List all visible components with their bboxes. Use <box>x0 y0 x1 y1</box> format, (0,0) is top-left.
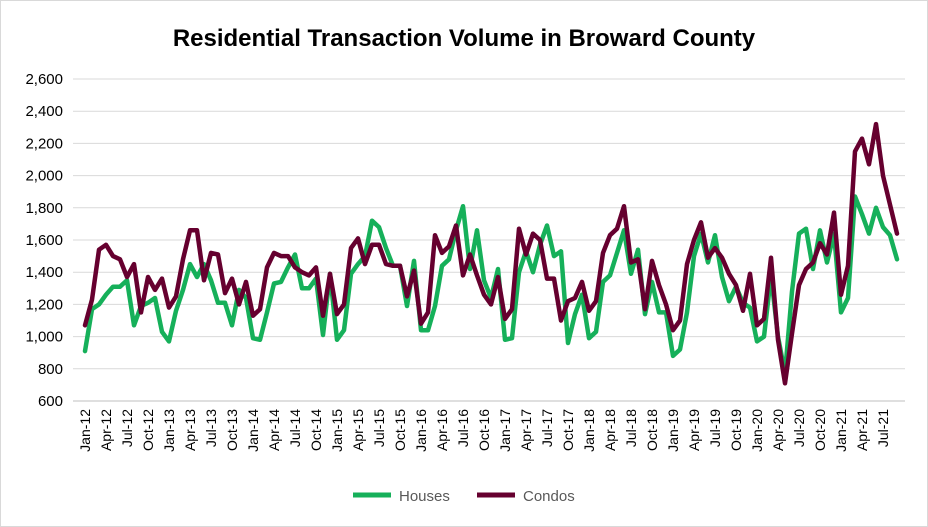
y-tick-label: 1,200 <box>25 296 63 313</box>
x-tick-label: Oct-14 <box>308 409 324 451</box>
gridlines <box>73 78 905 402</box>
legend-condos-label: Condos <box>523 488 575 505</box>
x-tick-label: Jan-18 <box>581 409 597 452</box>
chart-title: Residential Transaction Volume in Browar… <box>173 25 756 52</box>
x-tick-label: Jan-16 <box>413 409 429 452</box>
y-tick-label: 2,000 <box>25 168 63 185</box>
x-tick-label: Oct-12 <box>140 409 156 451</box>
series-lines <box>82 121 900 386</box>
x-tick-label: Oct-19 <box>728 409 744 451</box>
x-tick-label: Jan-13 <box>161 409 177 452</box>
x-tick-label: Oct-20 <box>812 409 828 451</box>
x-tick-label: Oct-18 <box>644 409 660 451</box>
x-tick-label: Jan-15 <box>329 409 345 452</box>
y-tick-label: 1,400 <box>25 264 63 281</box>
x-tick-label: Jan-20 <box>749 409 765 452</box>
y-tick-label: 1,600 <box>25 232 63 249</box>
x-tick-label: Jul-20 <box>791 409 807 447</box>
x-tick-label: Apr-14 <box>266 409 282 451</box>
y-tick-label: 2,400 <box>25 103 63 120</box>
x-tick-label: Jul-12 <box>119 409 135 447</box>
legend-houses-label: Houses <box>399 488 450 505</box>
y-tick-label: 1,800 <box>25 200 63 217</box>
x-tick-label: Apr-20 <box>770 409 786 451</box>
x-tick-label: Jul-18 <box>623 409 639 447</box>
x-tick-label: Jan-12 <box>77 409 93 452</box>
x-tick-label: Jul-13 <box>203 409 219 447</box>
x-tick-label: Jul-21 <box>875 409 891 447</box>
x-tick-label: Apr-13 <box>182 409 198 451</box>
x-tick-label: Jan-14 <box>245 409 261 452</box>
x-axis-tick-labels: Jan-12 Apr-12 Jul-12 Oct-12 Jan-13 Apr-13 Jul-… <box>77 409 891 452</box>
x-tick-label: Jul-19 <box>707 409 723 447</box>
legend: Houses Condos <box>353 488 575 505</box>
y-tick-label: 600 <box>38 393 63 410</box>
x-tick-label: Apr-19 <box>686 409 702 451</box>
x-tick-label: Oct-13 <box>224 409 240 451</box>
x-tick-label: Apr-18 <box>602 409 618 451</box>
x-tick-label: Jan-17 <box>497 409 513 452</box>
x-tick-label: Oct-17 <box>560 409 576 451</box>
x-tick-label: Apr-17 <box>518 409 534 451</box>
x-tick-label: Jan-19 <box>665 409 681 452</box>
series-line-condos <box>82 121 900 386</box>
y-tick-label: 800 <box>38 361 63 378</box>
x-tick-label: Jul-15 <box>371 409 387 447</box>
x-tick-label: Apr-15 <box>350 409 366 451</box>
y-tick-label: 2,600 <box>25 71 63 88</box>
y-tick-label: 2,200 <box>25 135 63 152</box>
x-tick-label: Apr-21 <box>854 409 870 451</box>
x-tick-label: Jul-14 <box>287 409 303 447</box>
x-tick-label: Oct-16 <box>476 409 492 451</box>
y-axis-tick-labels: 600 800 1,000 1,200 1,400 1,600 1,800 2,000 2,20… <box>25 71 63 410</box>
x-tick-label: Apr-12 <box>98 409 114 451</box>
x-tick-label: Jul-17 <box>539 409 555 447</box>
x-tick-label: Apr-16 <box>434 409 450 451</box>
x-tick-label: Jul-16 <box>455 409 471 447</box>
x-tick-label: Jan-21 <box>833 409 849 452</box>
y-tick-label: 1,000 <box>25 329 63 346</box>
x-tick-label: Oct-15 <box>392 409 408 451</box>
